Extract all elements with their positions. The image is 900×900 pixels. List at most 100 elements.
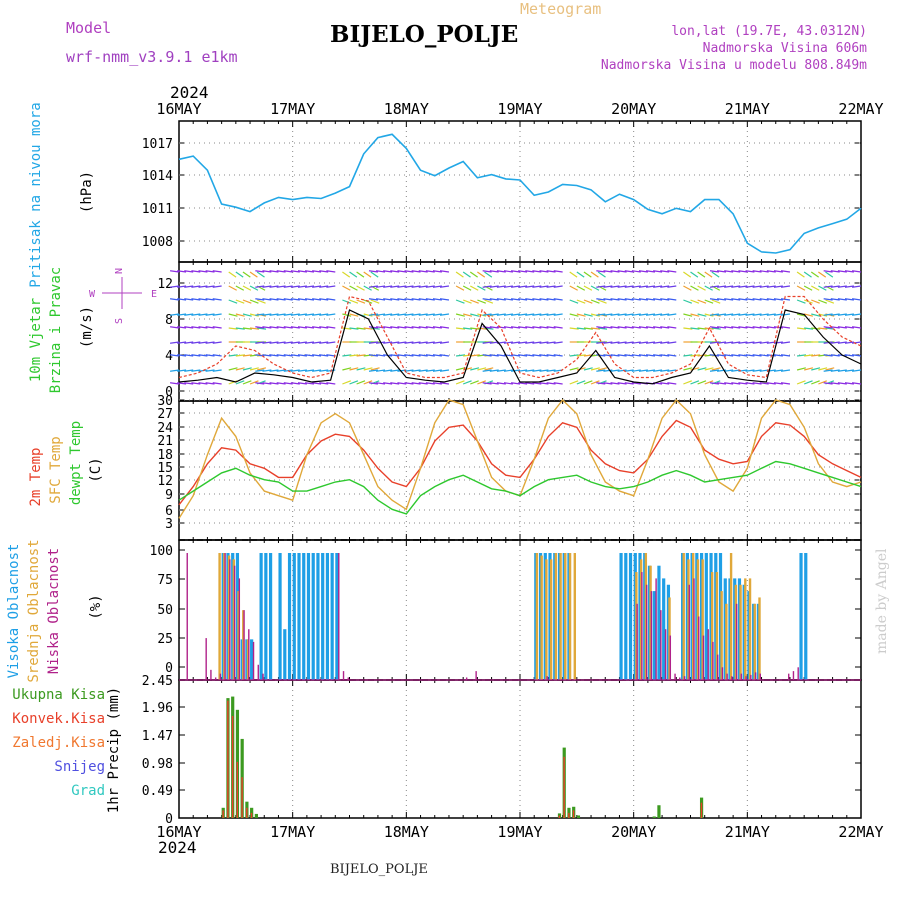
wind-arrow: [349, 271, 358, 278]
wind-arrow: [717, 298, 727, 301]
wind-y-tick-label: 0: [165, 385, 173, 400]
wind-arrow: [583, 271, 592, 278]
wind-arrow: [482, 382, 492, 385]
precip-bar: [652, 816, 656, 818]
wind-arrow: [569, 299, 579, 304]
wind-arrow: [191, 285, 201, 288]
cloud-bar: [734, 584, 738, 680]
cloud-bar: [720, 591, 723, 680]
wind-arrow: [489, 354, 499, 357]
wind-arrow: [653, 285, 663, 288]
wind-arrow: [546, 382, 556, 385]
wind-arrow: [731, 326, 741, 329]
wind-arrow: [645, 298, 656, 301]
wind-arrow: [503, 382, 513, 385]
wind-arrow: [363, 327, 373, 330]
wind-arrow: [583, 327, 593, 330]
wind-arrow: [304, 313, 315, 316]
wind-arrow: [844, 313, 854, 316]
wind-arrow: [191, 326, 201, 329]
wind-arrow: [518, 285, 528, 288]
wind-arrow: [356, 380, 366, 385]
wind-arrow: [525, 270, 535, 273]
wind-arrow: [212, 270, 222, 273]
wind-arrow: [425, 270, 435, 273]
wind-arrow: [731, 285, 741, 288]
wind-arrow: [349, 354, 359, 357]
wind-arrow: [576, 285, 586, 291]
cloud-bar: [237, 591, 240, 680]
wind-arrow: [432, 285, 442, 288]
wind-arrow: [496, 270, 506, 273]
wind-arrow: [255, 369, 265, 372]
cloud-bar: [218, 553, 221, 680]
cloud-bar: [721, 667, 724, 680]
wind-arrow: [463, 327, 473, 330]
wind-arrow: [653, 326, 663, 329]
cloud-bar: [704, 553, 708, 680]
wind-arrow: [205, 270, 215, 273]
wind-arrow: [683, 299, 693, 304]
wind-arrow: [603, 382, 613, 385]
wind-arrow: [583, 313, 593, 317]
wind-arrow: [683, 367, 693, 371]
wind-arrow: [624, 354, 634, 357]
meteogram-label: Meteogram: [520, 0, 602, 18]
wind-arrow: [256, 299, 266, 304]
wind-arrow: [342, 313, 352, 317]
wind-arrow: [852, 285, 862, 288]
wind-arrow: [631, 354, 641, 357]
pressure-y-tick-label: 1011: [142, 202, 173, 217]
wind-arrow: [477, 299, 486, 304]
wind-arrow: [653, 354, 663, 357]
cloud-bar: [214, 677, 217, 680]
year-label-bottom: 2024: [158, 838, 197, 857]
wind-arrow: [697, 271, 706, 278]
wind-arrow: [242, 327, 252, 330]
wind-arrow: [262, 369, 272, 372]
wind-arrow: [411, 326, 421, 329]
wind-arrow: [432, 326, 442, 329]
wind-arrow: [184, 341, 194, 344]
wind-arrow: [660, 270, 670, 273]
precip-series-0: [221, 696, 704, 818]
wind-arrow: [228, 354, 238, 357]
wind-arrow: [368, 285, 379, 288]
wind-arrow: [598, 327, 608, 330]
year-label-top: 2024: [170, 83, 209, 102]
time-tick-label-top: 18MAY: [384, 100, 429, 118]
wind-arrow: [704, 285, 713, 291]
wind-arrow: [276, 354, 286, 357]
wind-arrow: [418, 369, 428, 372]
wind-arrow: [482, 354, 492, 357]
wind-arrow: [837, 382, 847, 385]
wind-arrow: [397, 298, 407, 301]
wind-arrow: [439, 313, 450, 316]
wind-arrow: [624, 313, 634, 316]
wind-arrow: [660, 285, 670, 288]
wind-arrow: [766, 326, 776, 329]
wind-arrow: [312, 285, 322, 288]
wind-arrow: [844, 382, 854, 385]
wind-arrow: [645, 341, 656, 344]
wind-arrow: [404, 326, 414, 329]
cloud-bar: [311, 553, 315, 680]
wind-arrow: [553, 382, 563, 385]
wind-arrow: [404, 382, 414, 385]
wind-arrow: [766, 270, 776, 273]
wind-arrow: [462, 299, 472, 304]
wind-arrow: [249, 327, 260, 330]
wind-arrow: [432, 298, 442, 301]
wind-arrow: [731, 382, 741, 385]
wind-arrow: [312, 313, 322, 316]
wind-arrow: [255, 382, 265, 385]
temperature-y-tick-label: 9: [165, 488, 173, 503]
wind-arrow: [235, 299, 245, 304]
wind-arrow: [370, 367, 380, 371]
wind-arrow: [198, 298, 208, 301]
wind-label-line2: Brzina i Pravac: [48, 267, 64, 393]
temperature-y-tick-label: 15: [157, 461, 173, 476]
wind-arrow: [297, 341, 307, 344]
wind-arrow: [823, 341, 833, 344]
wind-arrow: [425, 382, 435, 385]
